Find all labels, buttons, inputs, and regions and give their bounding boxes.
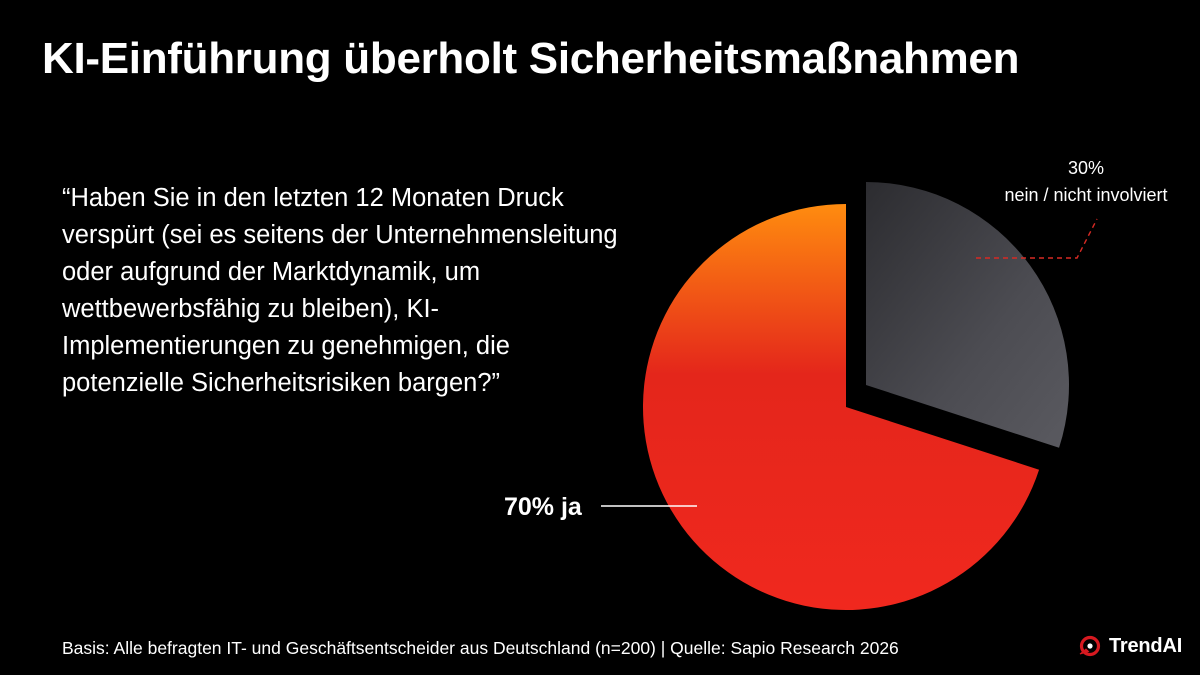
pie-slice-nein — [866, 182, 1069, 448]
brand-name: TrendAI — [1109, 634, 1183, 657]
pie-annotations: 70% ja 30% nein / nicht involviert — [504, 158, 1168, 521]
slice-label-nein: nein / nicht involviert — [1004, 185, 1167, 205]
slice-label-ja: 70% ja — [504, 493, 583, 521]
leader-line-nein — [976, 218, 1098, 259]
brand-logo: TrendAI — [1078, 634, 1182, 658]
pie-slices — [642, 182, 1069, 610]
survey-question: “Haben Sie in den letzten 12 Monaten Dru… — [62, 184, 618, 397]
slice-value-nein: 30% — [1068, 158, 1104, 178]
pie-slice-ja — [642, 204, 1040, 610]
footer-source-note: Basis: Alle befragten IT- und Geschäftse… — [62, 638, 899, 658]
trendai-logo-icon — [1079, 635, 1101, 657]
page-title: KI-Einführung überholt Sicherheitsmaßnah… — [42, 34, 1020, 83]
